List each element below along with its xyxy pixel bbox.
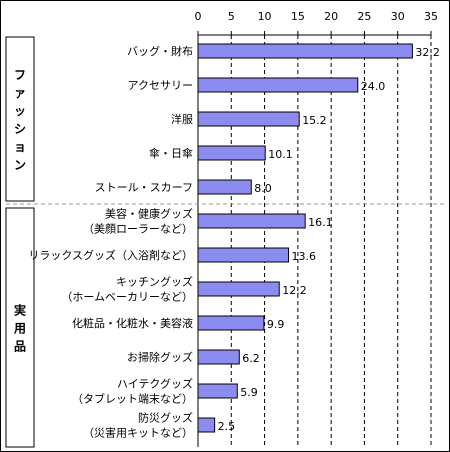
x-tick-label: 30 (391, 10, 405, 23)
category-label: 化粧品・化粧水・美容液 (72, 316, 193, 330)
category-label-line: ストール・スカーフ (95, 181, 193, 194)
group-label-char: 品 (14, 340, 26, 354)
category-label: バッグ・財布 (127, 44, 193, 58)
group-label-char: フ (14, 68, 26, 82)
group-label-char: シ (14, 122, 26, 136)
bar (197, 417, 216, 433)
bar (197, 383, 238, 399)
category-label-line: 防災グッズ (138, 411, 193, 425)
category-label-line: 化粧品・化粧水・美容液 (72, 316, 193, 330)
category-label: 美容・健康グッズ（美顔ローラーなど） (83, 207, 193, 236)
category-label: お掃除グッズ (127, 350, 193, 364)
category-label: ハイテクグッズ（タブレット端末など） (72, 377, 193, 406)
group-label-char: ン (14, 158, 26, 172)
x-tick-label: 25 (357, 10, 371, 23)
category-label-line: アクセサリー (128, 79, 193, 92)
category-label-line: （ホームベーカリーなど） (61, 291, 193, 304)
category-label-line: リラックスグッズ（入浴剤など） (28, 248, 193, 262)
category-label-line: （災害用キットなど） (83, 426, 193, 440)
category-labels: バッグ・財布アクセサリー洋服傘・日傘ストール・スカーフ美容・健康グッズ（美顔ロー… (28, 44, 193, 440)
value-label: 16.1 (308, 216, 333, 229)
x-tick-label: 15 (291, 10, 305, 23)
bar (197, 247, 290, 263)
bar (197, 145, 266, 161)
value-label: 6.2 (242, 352, 260, 365)
value-label: 12.2 (282, 284, 307, 297)
category-label-line: （美顔ローラーなど） (83, 222, 193, 236)
value-label: 15.2 (302, 114, 327, 127)
value-label: 2.5 (218, 420, 236, 433)
group-label-char: 実 (14, 303, 26, 318)
bar (197, 349, 240, 365)
value-label: 24.0 (361, 80, 386, 93)
category-label: キッチングッズ （ホームベーカリーなど） (61, 275, 193, 304)
x-tick-label: 5 (228, 10, 235, 23)
x-tick-labels: 0 5 10 15 20 25 30 35 (195, 10, 439, 23)
x-tick-label: 20 (324, 10, 338, 23)
category-label-line: 傘・日傘 (149, 147, 193, 160)
bar (197, 213, 306, 229)
category-label-line: キッチングッズ (116, 275, 193, 289)
value-label: 10.1 (268, 148, 293, 161)
value-label: 5.9 (240, 386, 258, 399)
x-tick-label: 10 (258, 10, 272, 23)
bar (197, 111, 300, 127)
category-label-line: お掃除グッズ (127, 350, 193, 364)
bars (197, 43, 413, 433)
value-label: 8.0 (254, 182, 272, 195)
x-tick-label: 35 (424, 10, 438, 23)
value-labels: 32.2 24.0 15.2 10.1 8.0 16.1 13.6 12.2 9.9 6.2 5.9… (218, 46, 440, 433)
x-tick-label: 0 (195, 10, 202, 23)
value-label: 9.9 (267, 318, 285, 331)
bar (197, 281, 280, 297)
category-label: 傘・日傘 (149, 147, 193, 160)
bar (197, 43, 413, 59)
value-label: 13.6 (292, 250, 317, 263)
category-label: リラックスグッズ（入浴剤など） (28, 248, 193, 262)
category-label-line: バッグ・財布 (127, 44, 193, 58)
category-label: アクセサリー (128, 79, 193, 92)
gridlines (197, 31, 432, 447)
group-box (5, 36, 35, 202)
category-label: ストール・スカーフ (95, 181, 193, 194)
category-label-line: （タブレット端末など） (72, 392, 193, 406)
category-label-line: 洋服 (171, 112, 193, 126)
bar (197, 77, 359, 93)
group-box (5, 207, 35, 448)
value-label: 32.2 (415, 46, 440, 59)
group-label-char: ァ (14, 86, 26, 100)
category-label: 防災グッズ（災害用キットなど） (83, 411, 193, 440)
group-label-char: 用 (13, 322, 26, 336)
category-label: 洋服 (171, 112, 193, 126)
group-label-char: ッ (14, 104, 26, 118)
bar (197, 315, 265, 331)
bar (197, 179, 252, 195)
category-label-line: 美容・健康グッズ (105, 207, 193, 221)
category-label-line: ハイテクグッズ (117, 377, 193, 391)
group-label-char: ョ (14, 140, 26, 154)
